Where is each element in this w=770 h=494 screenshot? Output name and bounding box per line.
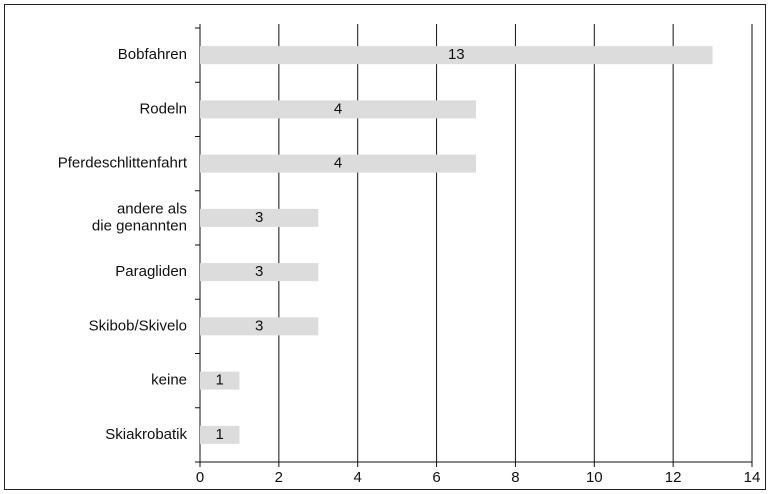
- category-label: keine: [151, 372, 187, 389]
- x-tick-label: 2: [275, 469, 283, 486]
- x-tick-label: 8: [511, 469, 519, 486]
- category-label: Paragliden: [115, 263, 187, 280]
- data-label: 4: [334, 155, 342, 172]
- data-label: 1: [216, 372, 224, 389]
- bar: [200, 208, 319, 227]
- bar: [200, 100, 476, 119]
- x-tick-label: 6: [432, 469, 440, 486]
- data-label: 1: [216, 426, 224, 443]
- bar: [200, 425, 240, 444]
- category-label: Pferdeschlittenfahrt: [58, 155, 188, 172]
- data-label: 3: [255, 317, 263, 334]
- bar: [200, 154, 476, 173]
- x-tick-label: 10: [586, 469, 603, 486]
- x-tick-label: 12: [665, 469, 682, 486]
- category-label: Bobfahren: [118, 46, 187, 63]
- bar: [200, 46, 713, 65]
- data-label: 4: [334, 100, 342, 117]
- bar: [200, 317, 319, 336]
- category-label: andere als die genannten: [92, 200, 187, 234]
- category-label: Rodeln: [139, 100, 187, 117]
- data-label: 13: [448, 46, 465, 63]
- bar: [200, 371, 240, 390]
- category-label: Skiakrobatik: [105, 426, 187, 443]
- category-label: Skibob/Skivelo: [89, 317, 187, 334]
- x-tick-label: 0: [196, 469, 204, 486]
- data-label: 3: [255, 263, 263, 280]
- x-tick-label: 4: [354, 469, 362, 486]
- x-tick-label: 14: [744, 469, 761, 486]
- frame: [4, 4, 766, 490]
- bar: [200, 263, 319, 282]
- data-label: 3: [255, 209, 263, 226]
